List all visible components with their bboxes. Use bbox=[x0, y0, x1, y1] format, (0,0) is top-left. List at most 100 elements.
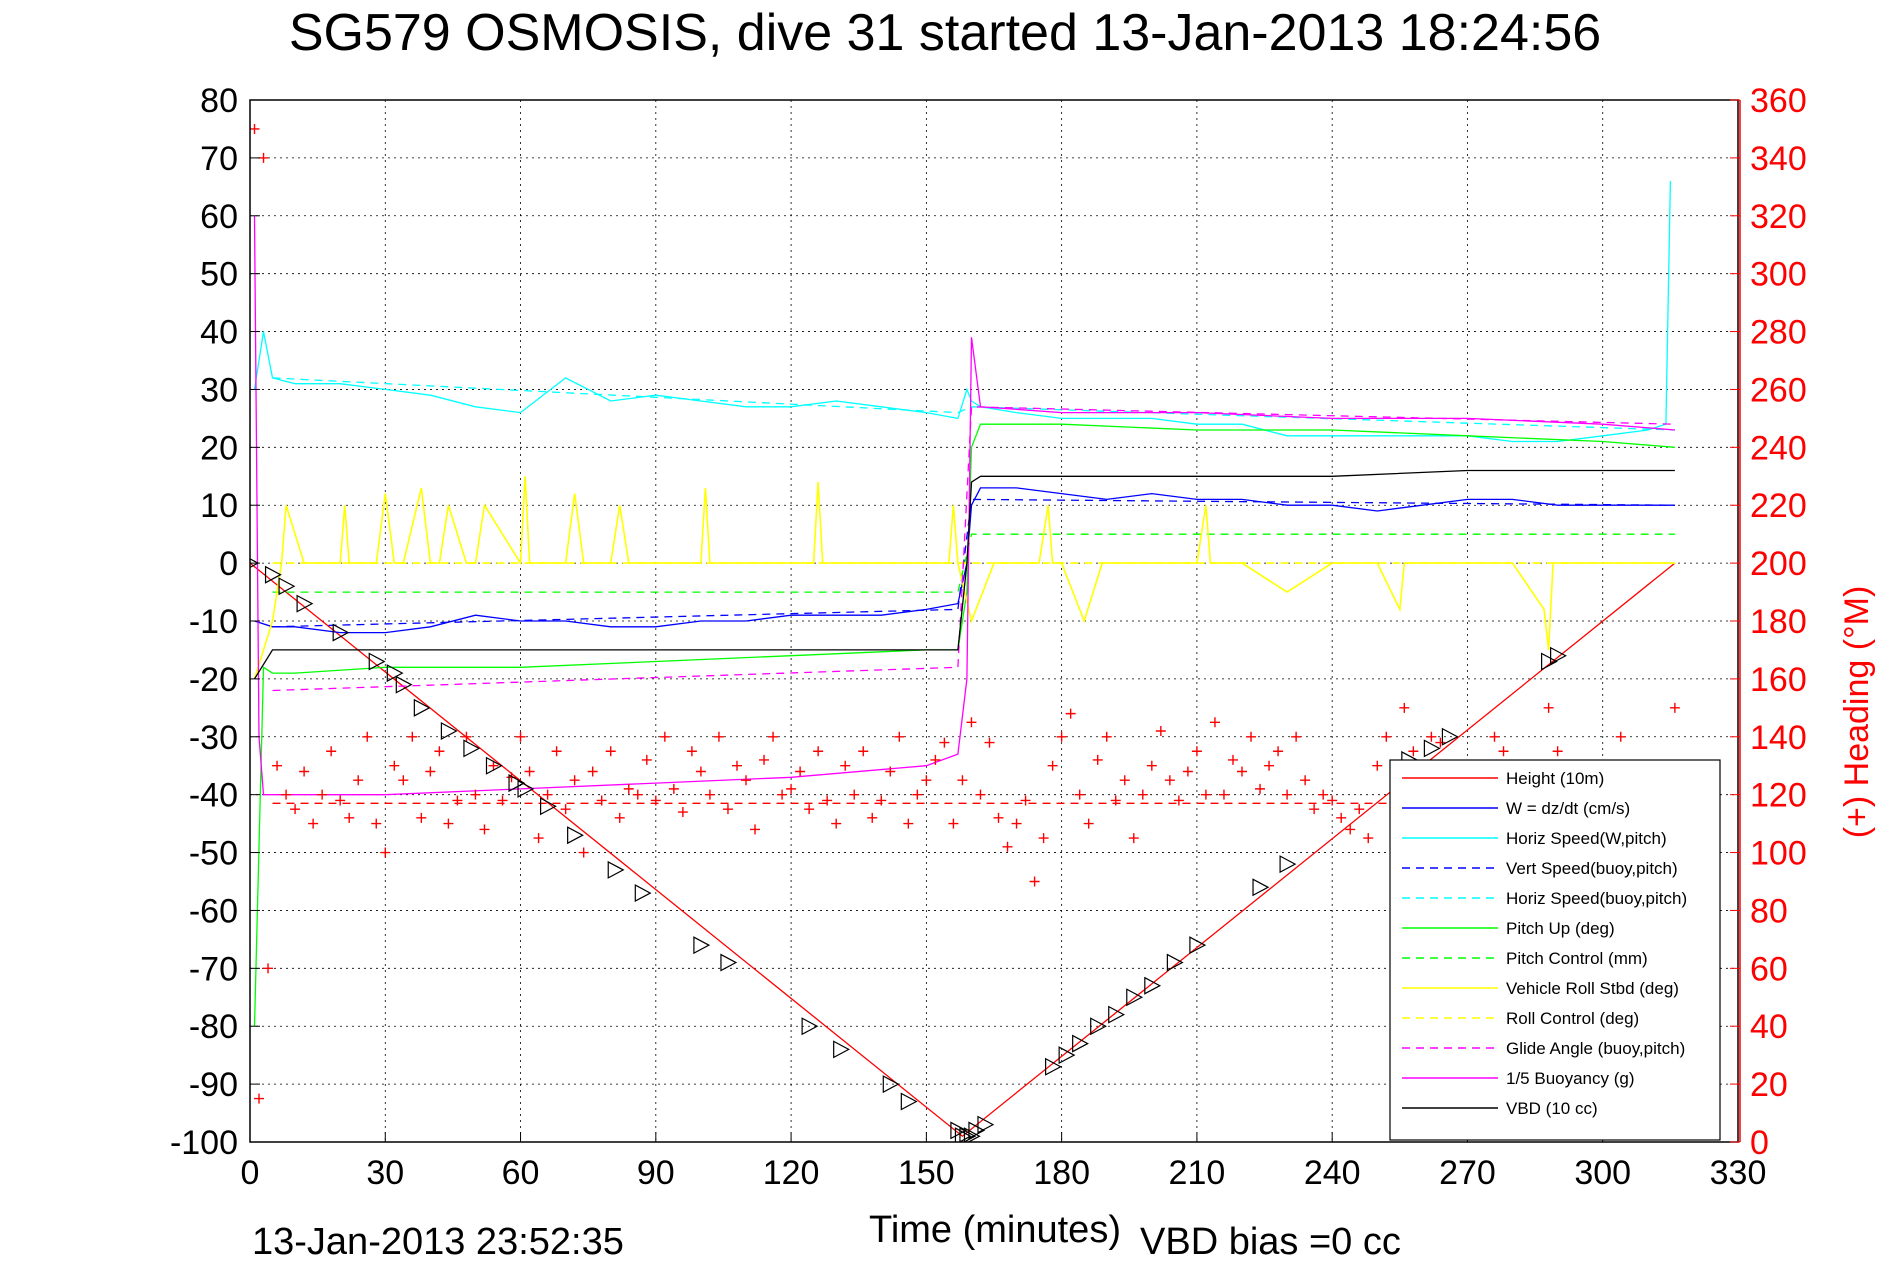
heading-point bbox=[362, 731, 373, 742]
heading-point bbox=[353, 775, 364, 786]
y-tick-label: 10 bbox=[200, 487, 238, 525]
heading-point bbox=[795, 766, 806, 777]
heading-point bbox=[1137, 789, 1148, 800]
y2-tick-label: 0 bbox=[1750, 1124, 1769, 1162]
heading-point bbox=[308, 818, 319, 829]
grid-layer bbox=[250, 100, 1738, 1142]
y2-tick-label: 40 bbox=[1750, 1008, 1788, 1046]
heading-point bbox=[371, 818, 382, 829]
sample-marker bbox=[386, 664, 404, 683]
y-tick-label: 20 bbox=[200, 429, 238, 467]
heading-point bbox=[912, 789, 923, 800]
y2-tick-label: 240 bbox=[1750, 429, 1807, 467]
y-tick-label: -100 bbox=[170, 1124, 238, 1162]
heading-point bbox=[1146, 760, 1157, 771]
sample-marker bbox=[508, 774, 526, 793]
heading-point bbox=[1300, 775, 1311, 786]
heading-point bbox=[524, 766, 535, 777]
legend: Height (10m) W = dz/dt (cm/s) Horiz Speed(… bbox=[1389, 759, 1721, 1141]
y-tick-label: -20 bbox=[189, 661, 238, 699]
series-vbd-10-cc bbox=[253, 469, 1675, 680]
y-tick-label: 40 bbox=[200, 314, 238, 352]
sample-marker bbox=[485, 756, 503, 775]
heading-point bbox=[407, 731, 418, 742]
heading-point bbox=[1237, 766, 1247, 777]
heading-point bbox=[1119, 775, 1130, 786]
x-tick-label: 150 bbox=[898, 1154, 955, 1192]
y-tick-label: -80 bbox=[189, 1008, 238, 1046]
sample-marker bbox=[1423, 739, 1441, 758]
sample-marker bbox=[607, 860, 625, 879]
series-height-10m bbox=[250, 562, 1676, 1138]
series-vert-speed-buoy-pitch bbox=[272, 498, 1675, 628]
sample-marker bbox=[1441, 727, 1459, 746]
sample-marker bbox=[1189, 936, 1207, 955]
heading-point bbox=[975, 789, 986, 800]
x-tick-label: 0 bbox=[241, 1154, 260, 1192]
heading-point bbox=[768, 731, 779, 742]
sample-marker bbox=[963, 1127, 981, 1142]
sample-marker bbox=[413, 698, 431, 717]
y2-tick-label: 280 bbox=[1750, 314, 1807, 352]
x-tick-label: 30 bbox=[366, 1154, 404, 1192]
heading-point bbox=[443, 818, 454, 829]
heading-point bbox=[1083, 818, 1094, 829]
heading-point bbox=[1029, 876, 1040, 887]
heading-point bbox=[317, 789, 328, 800]
heading-point bbox=[903, 818, 914, 829]
heading-point bbox=[326, 746, 337, 757]
heading-point bbox=[470, 789, 481, 800]
heading-point bbox=[434, 746, 445, 757]
axis-layer: 0 30 60 90 120 150 180 210 240 270 300 330807060504… bbox=[170, 82, 1807, 1192]
heading-point bbox=[1615, 731, 1626, 742]
heading-point bbox=[713, 731, 724, 742]
heading-point bbox=[1336, 812, 1347, 823]
legend-label-horiz-speed-w-pitch: Horiz Speed(W,pitch) bbox=[1506, 829, 1667, 848]
series-line-height-10m bbox=[250, 562, 1676, 1138]
sample-marker bbox=[1058, 1046, 1076, 1065]
y2-tick-label: 160 bbox=[1750, 661, 1807, 699]
heading-point bbox=[786, 783, 797, 794]
legend-label-horiz-speed-buoy-pitch: Horiz Speed(buoy,pitch) bbox=[1506, 889, 1687, 908]
sample-marker bbox=[634, 884, 652, 903]
y2-tick-label: 200 bbox=[1750, 545, 1807, 583]
y-tick-label: 0 bbox=[219, 545, 238, 583]
sample-marker bbox=[801, 1017, 819, 1036]
heading-point bbox=[587, 766, 598, 777]
heading-point bbox=[813, 746, 824, 757]
sample-marker bbox=[540, 797, 557, 816]
x-tick-label: 180 bbox=[1033, 1154, 1090, 1192]
sample-marker bbox=[833, 1040, 850, 1059]
heading-point bbox=[1309, 804, 1320, 815]
y-tick-label: -10 bbox=[189, 603, 238, 641]
legend-label-glide-angle-buoy-pitch: Glide Angle (buoy,pitch) bbox=[1506, 1039, 1685, 1058]
footer-date: 13-Jan-2013 23:52:35 bbox=[252, 1221, 624, 1262]
y2-tick-label: 20 bbox=[1750, 1066, 1788, 1104]
y-tick-label: -70 bbox=[189, 950, 238, 988]
heading-point bbox=[777, 789, 788, 800]
y-tick-label: -30 bbox=[189, 719, 238, 757]
heading-point bbox=[416, 812, 427, 823]
heading-point bbox=[1218, 789, 1229, 800]
heading-point bbox=[1381, 731, 1392, 742]
heading-point bbox=[641, 754, 652, 765]
series-sample-markers bbox=[250, 558, 1567, 1142]
legend-label-vehicle-roll-stbd-deg: Vehicle Roll Stbd (deg) bbox=[1506, 979, 1679, 998]
heading-point bbox=[1101, 731, 1112, 742]
sample-marker bbox=[1072, 1034, 1089, 1053]
series-line-glide-angle-buoy-pitch bbox=[272, 406, 1675, 692]
heading-point bbox=[750, 824, 761, 835]
heading-point bbox=[984, 737, 995, 748]
heading-point bbox=[389, 760, 400, 771]
heading-point bbox=[1345, 824, 1356, 835]
heading-point bbox=[1227, 754, 1238, 765]
sample-marker bbox=[1550, 646, 1567, 665]
sample-marker bbox=[959, 1127, 977, 1142]
y2-tick-label: 340 bbox=[1750, 140, 1807, 178]
chart-title: SG579 OSMOSIS, dive 31 started 13-Jan-20… bbox=[289, 4, 1601, 62]
heading-point bbox=[569, 775, 580, 786]
sample-marker bbox=[296, 594, 314, 613]
heading-point bbox=[1200, 789, 1211, 800]
heading-point bbox=[344, 812, 355, 823]
